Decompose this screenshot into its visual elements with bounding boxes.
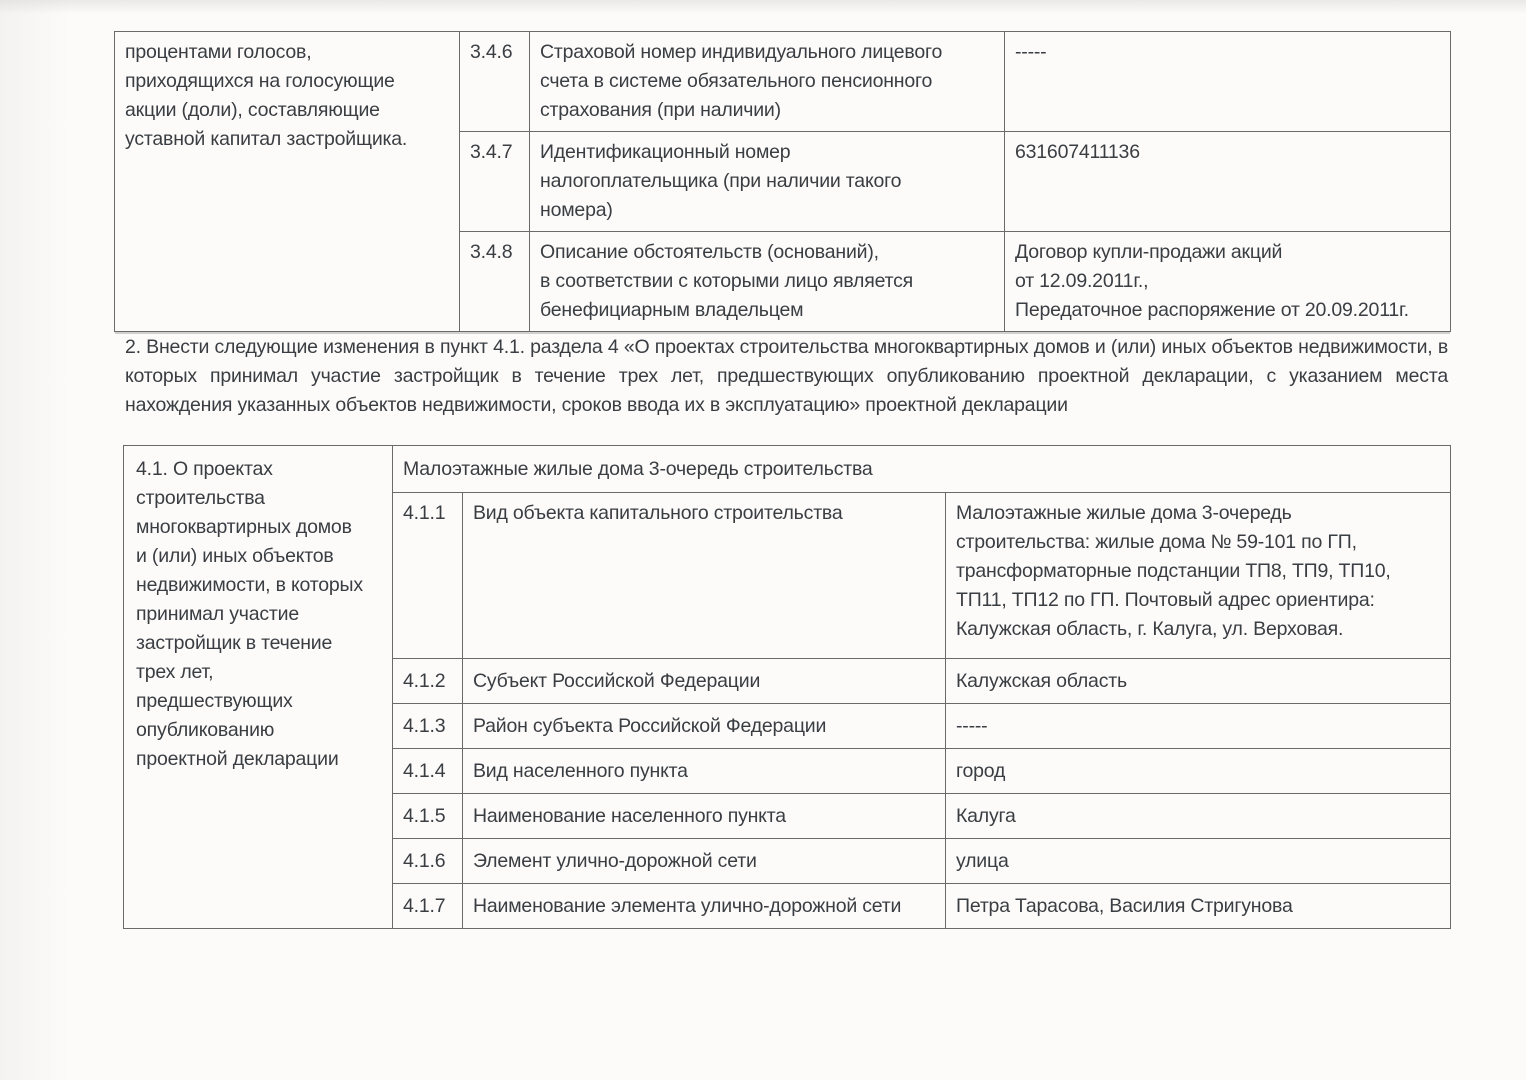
row-value-4-1-5: Калуга <box>944 793 1452 839</box>
table-header-cell: Малоэтажные жилые дома 3-очередь строите… <box>391 445 1452 493</box>
row-label-4-1-1: Вид объекта капитального строительства <box>462 492 946 659</box>
row-number-4-1-7: 4.1.7 <box>392 883 463 929</box>
row-value-4-1-2: Калужская область <box>944 658 1452 704</box>
row-number-4-1-2: 4.1.2 <box>392 658 463 704</box>
row-label-4-1-6: Элемент улично-дорожной сети <box>462 838 946 884</box>
row-value-3-4-6: ----- <box>1004 31 1451 132</box>
row-value-4-1-4: город <box>944 748 1452 794</box>
row-label-4-1-7: Наименование элемента улично-дорожной се… <box>462 883 946 929</box>
row-value-3-4-7: 631607411136 <box>1004 131 1451 232</box>
construction-projects-table: 4.1. О проектах строительства многокварт… <box>123 445 1452 929</box>
row-number-4-1-1: 4.1.1 <box>392 492 463 659</box>
row-label-3-4-7: Идентификационный номер налогоплательщик… <box>529 131 1005 232</box>
row-label-4-1-5: Наименование населенного пункта <box>462 793 946 839</box>
row-label-4-1-3: Район субъекта Российской Федерации <box>462 703 946 749</box>
beneficiary-details-table: процентами голосов, приходящихся на голо… <box>114 31 1451 332</box>
row-label-4-1-4: Вид населенного пункта <box>462 748 946 794</box>
row-number-3-4-7: 3.4.7 <box>459 131 530 232</box>
row-number-4-1-5: 4.1.5 <box>392 793 463 839</box>
row-value-4-1-6: улица <box>944 838 1452 884</box>
row-value-4-1-1: Малоэтажные жилые дома 3-очередь строите… <box>944 492 1452 659</box>
row-value-3-4-8: Договор купли-продажи акций от 12.09.201… <box>1004 231 1451 332</box>
row-number-3-4-8: 3.4.8 <box>459 231 530 332</box>
row-label-3-4-6: Страховой номер индивидуального лицевого… <box>529 31 1005 132</box>
row-number-4-1-4: 4.1.4 <box>392 748 463 794</box>
amendment-paragraph: 2. Внести следующие изменения в пункт 4.… <box>125 336 1448 416</box>
row-number-3-4-6: 3.4.6 <box>459 31 530 132</box>
row-label-3-4-8: Описание обстоятельств (оснований), в со… <box>529 231 1005 332</box>
row-value-4-1-3: ----- <box>944 703 1452 749</box>
row-value-4-1-7: Петра Тарасова, Василия Стригунова <box>944 883 1452 929</box>
row-number-4-1-6: 4.1.6 <box>392 838 463 884</box>
row-label-4-1-2: Субъект Российской Федерации <box>462 658 946 704</box>
row-number-4-1-3: 4.1.3 <box>392 703 463 749</box>
section-label-cell: 4.1. О проектах строительства многокварт… <box>123 445 393 929</box>
continuation-cell: процентами голосов, приходящихся на голо… <box>114 31 460 332</box>
